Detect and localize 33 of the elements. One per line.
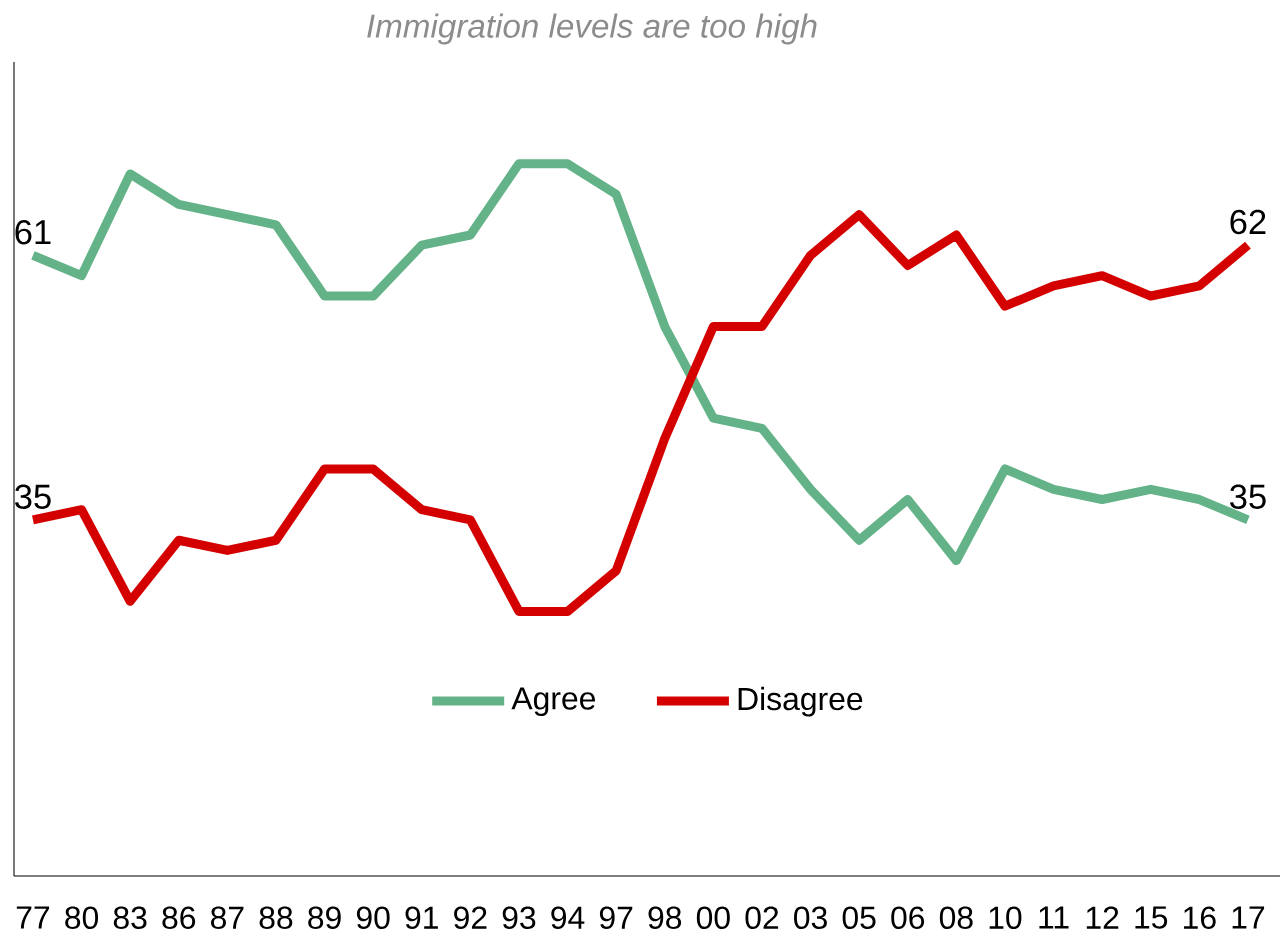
x-tick-label: 93	[502, 906, 536, 930]
x-tick-label: 89	[308, 906, 341, 930]
x-tick-label: 83	[113, 906, 147, 930]
x-tick-label: 87	[211, 906, 244, 930]
x-tick-label: 17	[1232, 906, 1265, 929]
data-label: 61	[15, 219, 51, 245]
x-tick-label: 02	[745, 906, 779, 930]
x-tick-label: 88	[259, 906, 293, 930]
chart-title: Immigration levels are too high	[367, 13, 817, 45]
x-tick-label: 15	[1135, 906, 1168, 929]
x-tick-label: 10	[989, 906, 1022, 930]
data-label: 35	[1230, 484, 1266, 509]
x-tick-label: 92	[454, 906, 487, 930]
data-label: 62	[1230, 209, 1266, 235]
legend-label: Agree	[511, 687, 595, 716]
x-tick-label: 86	[162, 906, 196, 930]
x-tick-label: 98	[648, 906, 682, 930]
x-tick-label: 91	[405, 906, 438, 930]
x-tick-label: 11	[1039, 906, 1069, 929]
legend-label: Disagree	[738, 686, 863, 717]
x-tick-label: 12	[1086, 906, 1119, 929]
x-tick-label: 77	[16, 906, 50, 929]
x-tick-label: 08	[939, 906, 973, 930]
x-tick-label: 06	[891, 906, 925, 930]
x-tick-label: 90	[356, 906, 390, 930]
x-tick-label: 05	[842, 906, 876, 930]
x-tick-label: 97	[599, 906, 633, 930]
x-tick-label: 00	[696, 906, 730, 930]
x-tick-label: 03	[794, 906, 827, 930]
data-label: 35	[15, 484, 51, 509]
x-tick-label: 94	[551, 906, 585, 930]
x-tick-label: 80	[65, 906, 99, 930]
x-tick-label: 16	[1184, 906, 1216, 930]
